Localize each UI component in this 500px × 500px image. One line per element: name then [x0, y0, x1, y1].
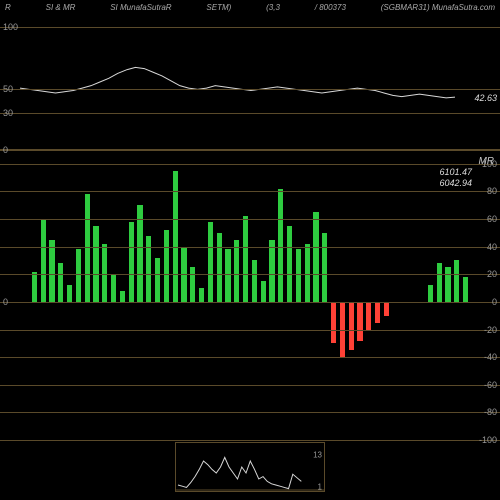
mr-bar	[428, 285, 433, 302]
chart-header: R SI & MR SI MunafaSutraR SETM) (3,3 / 8…	[0, 0, 500, 15]
overlay-price-label: 6101.47	[439, 167, 472, 177]
mr-bar	[49, 240, 54, 302]
mr-bar	[437, 263, 442, 302]
mr-bar	[93, 226, 98, 302]
gridline	[0, 219, 500, 220]
mr-panel: MR -100-80-60-40-2002040608010006101.476…	[0, 150, 500, 440]
mr-bar	[357, 302, 362, 341]
rsi-line-series	[0, 15, 500, 149]
mr-bar	[58, 263, 63, 302]
mr-bar	[190, 267, 195, 302]
mr-bar	[76, 249, 81, 301]
hdr-code: / 800373	[315, 3, 346, 12]
ytick-label-right: -20	[484, 325, 497, 335]
ytick-label: 30	[3, 108, 13, 118]
gridline	[0, 113, 500, 114]
mr-bar	[445, 267, 450, 302]
gridline	[0, 330, 500, 331]
mr-bar	[366, 302, 371, 330]
mr-bar	[322, 233, 327, 302]
gridline	[0, 274, 500, 275]
mr-bar	[217, 233, 222, 302]
mr-bar	[41, 219, 46, 302]
mr-bar	[454, 260, 459, 301]
mini-tick-bottom: 1	[318, 483, 322, 492]
gridline	[0, 357, 500, 358]
mr-bar	[305, 244, 310, 302]
mr-bar	[463, 277, 468, 302]
ytick-label-right: -40	[484, 352, 497, 362]
mr-bar	[155, 258, 160, 302]
gridline	[0, 191, 500, 192]
mr-bar	[384, 302, 389, 316]
mr-bar	[111, 274, 116, 302]
mr-bar	[32, 272, 37, 302]
mr-bar	[261, 281, 266, 302]
gridline	[0, 302, 500, 303]
current-value-label: 42.63	[474, 93, 497, 103]
mr-bar	[243, 216, 248, 302]
mr-bar	[146, 236, 151, 302]
gridline	[0, 385, 500, 386]
mr-bar	[67, 285, 72, 302]
rsi-panel: 0305010042.63	[0, 15, 500, 150]
ytick-label-right: 40	[487, 242, 497, 252]
mr-bar	[349, 302, 354, 350]
mr-bar	[129, 222, 134, 302]
mr-bar	[120, 291, 125, 302]
mini-tick-top: 13	[313, 451, 322, 460]
mini-line-series	[176, 443, 324, 491]
mr-bar	[252, 260, 257, 301]
mr-bar	[287, 226, 292, 302]
gridline	[0, 164, 500, 165]
mr-bar	[331, 302, 336, 343]
mr-bar	[225, 249, 230, 301]
mr-bar	[296, 249, 301, 301]
mr-bar	[164, 230, 169, 302]
mr-bar	[199, 288, 204, 302]
gridline	[0, 89, 500, 90]
gridline	[0, 247, 500, 248]
mr-bars-container	[30, 150, 470, 440]
hdr-mid: (3,3	[266, 3, 280, 12]
ytick-label: 100	[3, 22, 18, 32]
mr-bar	[234, 240, 239, 302]
hdr-ind2: SI & MR	[46, 3, 76, 12]
ytick-label-right: 60	[487, 214, 497, 224]
ytick-label-right: 80	[487, 186, 497, 196]
ytick-label: 0	[3, 297, 8, 307]
ytick-label-right: -80	[484, 407, 497, 417]
mr-bar	[278, 189, 283, 302]
ytick-label: 50	[3, 84, 13, 94]
ytick-label-right: 20	[487, 269, 497, 279]
gridline	[0, 412, 500, 413]
hdr-right: (SGBMAR31) MunafaSutra.com	[381, 3, 495, 12]
mr-bar	[313, 212, 318, 302]
hdr-ind1: R	[5, 3, 11, 12]
mr-bar	[102, 244, 107, 302]
mr-bar	[208, 222, 213, 302]
mini-panel: 13 1	[0, 440, 500, 495]
mr-bar	[85, 194, 90, 302]
mr-bar	[269, 240, 274, 302]
ytick-label-right: 100	[482, 159, 497, 169]
gridline	[0, 27, 500, 28]
ytick-label-right: -60	[484, 380, 497, 390]
overlay-price-label: 6042.94	[439, 178, 472, 188]
hdr-ind4: SETM)	[206, 3, 231, 12]
hdr-ind3: SI MunafaSutraR	[110, 3, 171, 12]
mr-bar	[375, 302, 380, 323]
mini-chart-box: 13 1	[175, 442, 325, 492]
mr-bar	[173, 171, 178, 302]
ytick-label-right: 0	[492, 297, 497, 307]
